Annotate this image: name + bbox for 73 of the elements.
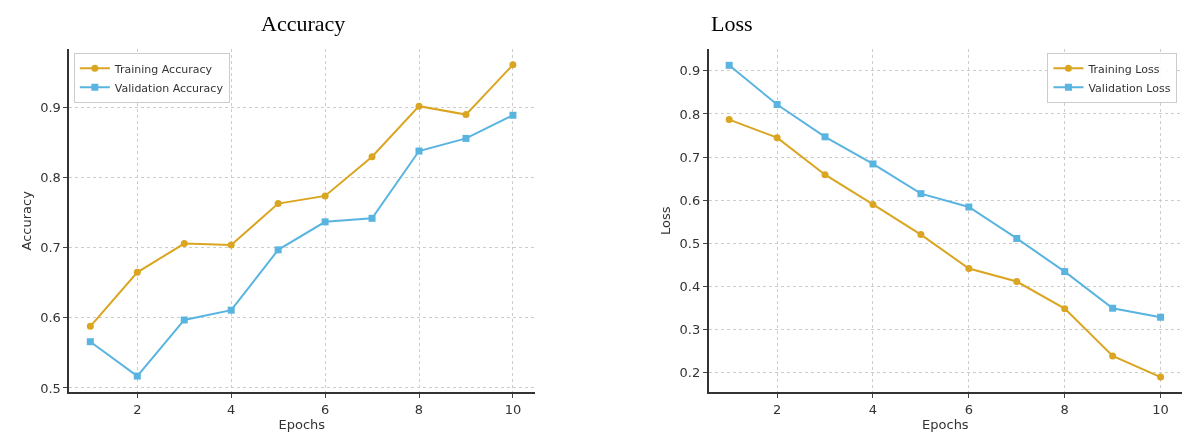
point bbox=[725, 61, 733, 69]
point bbox=[1061, 305, 1069, 313]
x-tick-label: 8 bbox=[1060, 401, 1069, 417]
x-tick-label: 6 bbox=[964, 401, 973, 417]
point bbox=[133, 268, 141, 276]
legend-label: Validation Loss bbox=[1088, 81, 1171, 95]
y-axis-title: Loss bbox=[657, 206, 673, 236]
point bbox=[965, 265, 973, 273]
chart-title: Accuracy bbox=[261, 11, 346, 36]
point bbox=[274, 246, 282, 254]
point bbox=[1157, 373, 1165, 381]
y-tick-label: 0.8 bbox=[679, 106, 701, 122]
point bbox=[274, 200, 282, 208]
y-tick-label: 0.9 bbox=[679, 63, 701, 79]
y-tick-label: 0.9 bbox=[40, 100, 61, 116]
y-axis-title: Accuracy bbox=[18, 190, 34, 251]
x-tick-label: 4 bbox=[227, 401, 236, 417]
point bbox=[227, 241, 235, 249]
point bbox=[1109, 304, 1117, 312]
point bbox=[821, 133, 829, 141]
point bbox=[180, 240, 188, 248]
y-tick-label: 0.6 bbox=[40, 310, 61, 326]
point bbox=[368, 214, 376, 222]
point bbox=[415, 102, 423, 110]
point bbox=[227, 306, 235, 314]
point bbox=[462, 111, 470, 119]
point bbox=[133, 372, 141, 380]
y-tick-label: 0.3 bbox=[679, 321, 701, 337]
point bbox=[1109, 352, 1117, 360]
x-axis-title: Epochs bbox=[922, 416, 969, 432]
x-tick-label: 2 bbox=[133, 401, 142, 417]
point bbox=[86, 322, 94, 330]
point bbox=[773, 134, 781, 142]
y-tick-label: 0.5 bbox=[679, 235, 701, 251]
point bbox=[1061, 268, 1069, 276]
point bbox=[368, 153, 376, 161]
y-tick-label: 0.6 bbox=[679, 192, 701, 208]
point bbox=[1013, 278, 1021, 286]
point bbox=[462, 134, 470, 142]
point bbox=[1157, 313, 1165, 321]
y-tick-label: 0.4 bbox=[679, 278, 701, 294]
y-tick-label: 0.2 bbox=[679, 364, 701, 380]
y-tick-label: 0.7 bbox=[40, 240, 61, 256]
point bbox=[321, 192, 329, 200]
y-tick-label: 0.8 bbox=[40, 170, 61, 186]
point bbox=[725, 116, 733, 124]
legend-label: Validation Accuracy bbox=[114, 81, 224, 95]
point bbox=[917, 231, 925, 239]
point bbox=[869, 160, 877, 168]
point bbox=[509, 111, 517, 119]
point bbox=[86, 338, 94, 346]
x-tick-label: 4 bbox=[868, 401, 878, 417]
point bbox=[509, 61, 517, 69]
y-tick-label: 0.7 bbox=[679, 149, 701, 165]
legend-label: Training Accuracy bbox=[113, 62, 213, 76]
point bbox=[965, 203, 973, 211]
point bbox=[415, 147, 423, 155]
point bbox=[869, 200, 877, 208]
x-tick-label: 6 bbox=[320, 401, 330, 417]
point bbox=[917, 190, 925, 198]
x-tick-label: 2 bbox=[772, 401, 782, 417]
y-tick-label: 0.5 bbox=[40, 380, 61, 396]
point bbox=[773, 101, 781, 109]
point bbox=[180, 316, 188, 324]
x-tick-label: 8 bbox=[414, 401, 424, 417]
point bbox=[1013, 234, 1021, 242]
legend-label: Training Loss bbox=[1087, 62, 1160, 76]
point bbox=[321, 218, 329, 226]
x-tick-label: 10 bbox=[1152, 401, 1169, 417]
x-axis-title: Epochs bbox=[278, 416, 326, 432]
chart-title: Loss bbox=[711, 11, 753, 36]
x-tick-label: 10 bbox=[504, 401, 522, 417]
point bbox=[821, 171, 829, 179]
